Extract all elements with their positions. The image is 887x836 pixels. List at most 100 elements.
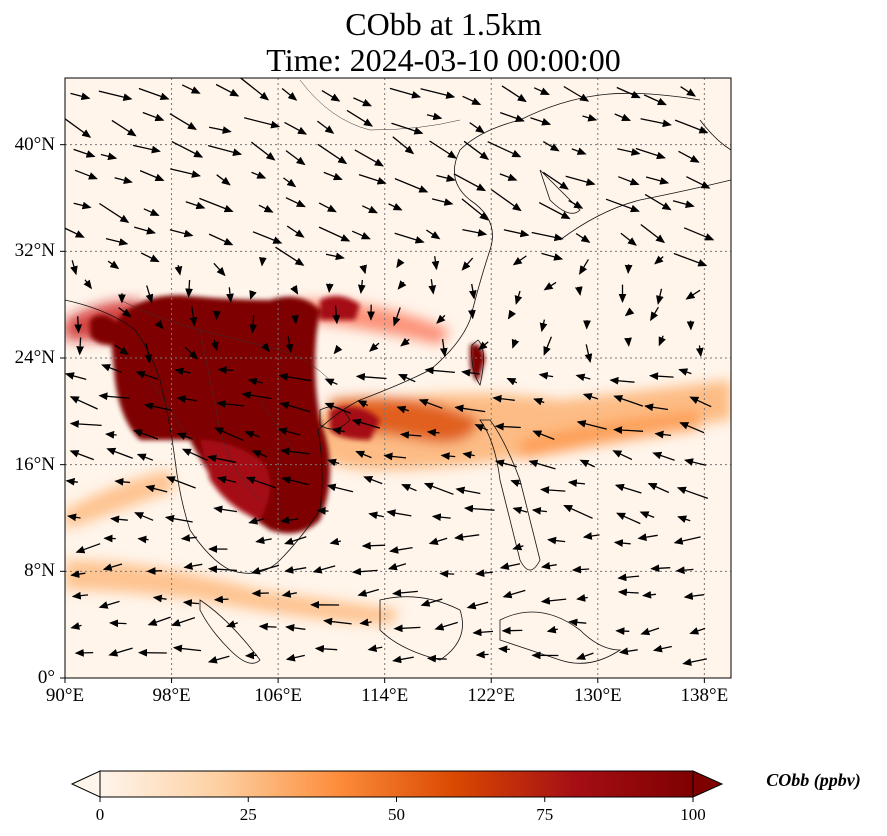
wind-arrow [351, 230, 371, 240]
wind-arrow [76, 337, 85, 356]
wind-arrow [579, 259, 589, 275]
wind-arrow [506, 377, 518, 386]
wind-arrow [286, 225, 305, 238]
wind-arrow [426, 654, 447, 663]
wind-arrow [468, 283, 477, 300]
wind-arrow [74, 169, 98, 180]
wind-arrow [247, 377, 263, 386]
wind-arrow [249, 315, 257, 334]
wind-arrow [540, 486, 566, 494]
wind-arrow [277, 427, 301, 436]
wind-arrow [392, 655, 414, 664]
wind-arrow [539, 319, 548, 333]
wind-arrow [503, 229, 530, 238]
wind-arrow [164, 514, 193, 523]
wind-arrow [176, 432, 193, 440]
wind-arrow [171, 141, 204, 158]
wind-arrow [677, 515, 691, 523]
wind-arrow [152, 594, 167, 603]
wind-arrow [394, 232, 425, 244]
wind-arrow [563, 504, 593, 519]
wind-arrow [461, 368, 480, 377]
wind-arrow [213, 262, 226, 277]
wind-arrow [392, 589, 418, 597]
wind-arrow [640, 118, 672, 128]
wind-arrow [637, 533, 658, 541]
wind-arrow [75, 543, 101, 554]
wind-arrow [98, 392, 130, 401]
wind-arrow [640, 627, 660, 636]
wind-arrow [420, 598, 443, 607]
wind-arrow [428, 537, 448, 545]
wind-arrow [181, 448, 208, 461]
wind-arrow [396, 258, 405, 269]
wind-arrow [169, 229, 194, 238]
wind-arrow [647, 482, 670, 494]
wind-arrow [618, 647, 638, 656]
wind-arrow [616, 86, 641, 99]
wind-arrow [512, 542, 524, 551]
wind-arrow [98, 600, 120, 609]
map-panel [60, 77, 732, 683]
wind-arrow [140, 252, 160, 263]
wind-arrow [102, 563, 123, 571]
wind-arrow [180, 534, 197, 542]
wind-arrow [507, 309, 517, 320]
wind-arrow [571, 565, 590, 574]
wind-arrow [359, 618, 372, 627]
wind-arrow [644, 403, 669, 412]
wind-arrow [170, 168, 201, 178]
wind-arrow [454, 533, 480, 541]
wind-arrow [579, 459, 595, 468]
wind-arrow [439, 339, 448, 358]
wind-arrow [658, 335, 666, 347]
wind-arrow [431, 198, 454, 206]
wind-arrow [165, 476, 196, 489]
wind-arrow [199, 197, 234, 213]
wind-arrow [217, 366, 234, 374]
wind-arrow [226, 287, 234, 303]
wind-arrow [394, 177, 429, 193]
wind-arrow [543, 336, 553, 356]
wind-arrow [650, 564, 671, 573]
wind-arrow [617, 588, 639, 597]
wind-arrow [624, 337, 632, 347]
wind-arrow [251, 450, 268, 458]
wind-arrow [184, 346, 199, 360]
wind-arrow [189, 306, 198, 327]
wind-arrow [463, 140, 490, 160]
colorbar-gradient [99, 770, 694, 798]
wind-arrow [107, 260, 120, 270]
wind-arrow [98, 90, 133, 101]
wind-arrow [147, 616, 171, 626]
wind-arrow [399, 431, 422, 439]
map-time-subtitle: Time: 2024-03-10 00:00:00 [266, 42, 621, 78]
wind-arrow [291, 314, 299, 325]
wind-arrow [431, 513, 451, 522]
wind-arrow [65, 477, 78, 486]
wind-arrow [132, 144, 161, 154]
wind-arrow [686, 176, 711, 189]
lat-tick-label: 40°N [14, 133, 55, 155]
wind-arrow [487, 141, 522, 158]
wind-arrow [576, 594, 588, 602]
wind-arrow [332, 305, 341, 325]
wind-arrow [614, 483, 642, 494]
wind-arrow [138, 87, 170, 101]
wind-arrow [283, 177, 297, 188]
wind-arrow [284, 536, 307, 545]
wind-arrow [354, 149, 384, 167]
wind-arrow [154, 319, 164, 330]
wind-arrow [541, 252, 564, 261]
wind-arrow [689, 396, 712, 408]
wind-arrow [183, 562, 203, 570]
wind-arrow [563, 85, 590, 102]
wind-arrow [258, 622, 277, 631]
wind-arrow [241, 391, 272, 400]
wind-arrow [111, 119, 137, 137]
colorbar-extend-max [692, 770, 724, 798]
lon-tick-label: 122°E [467, 685, 516, 706]
wind-arrow [575, 373, 591, 382]
wind-arrow [635, 147, 666, 160]
wind-arrow [208, 126, 232, 134]
